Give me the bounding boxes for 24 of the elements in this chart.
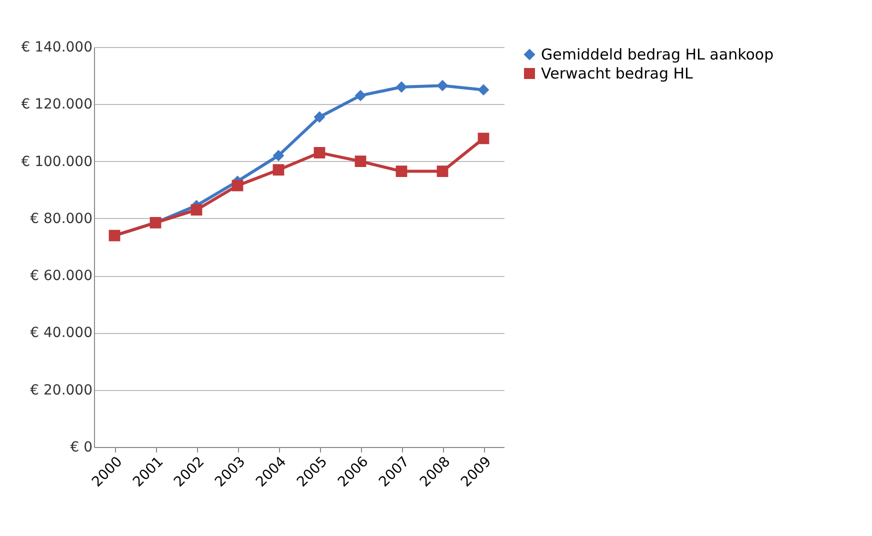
point xyxy=(314,147,326,158)
point xyxy=(478,132,490,144)
y-tick-label: € 80.000 xyxy=(30,210,92,227)
legend-label: Verwacht bedrag HL xyxy=(541,64,694,82)
point xyxy=(232,180,244,192)
y-tick-label: € 40.000 xyxy=(30,325,92,342)
y-tick-label: € 120.000 xyxy=(21,96,92,113)
legend-label: Gemiddeld bedrag HL aankoop xyxy=(541,46,774,64)
point xyxy=(396,166,408,177)
point xyxy=(354,156,366,167)
point xyxy=(436,166,448,177)
y-tick-label: € 0 xyxy=(70,440,92,456)
y-tick-label: € 20.000 xyxy=(30,382,92,398)
point xyxy=(436,80,448,92)
y-tick-label: € 60.000 xyxy=(30,268,92,284)
point xyxy=(190,204,202,216)
point xyxy=(354,90,366,102)
point xyxy=(272,164,284,176)
y-tick-label: € 140.000 xyxy=(21,40,92,56)
y-tick-label: € 100.000 xyxy=(21,154,92,170)
point xyxy=(314,111,326,123)
point xyxy=(478,84,490,96)
point xyxy=(396,81,408,93)
point xyxy=(272,150,284,162)
